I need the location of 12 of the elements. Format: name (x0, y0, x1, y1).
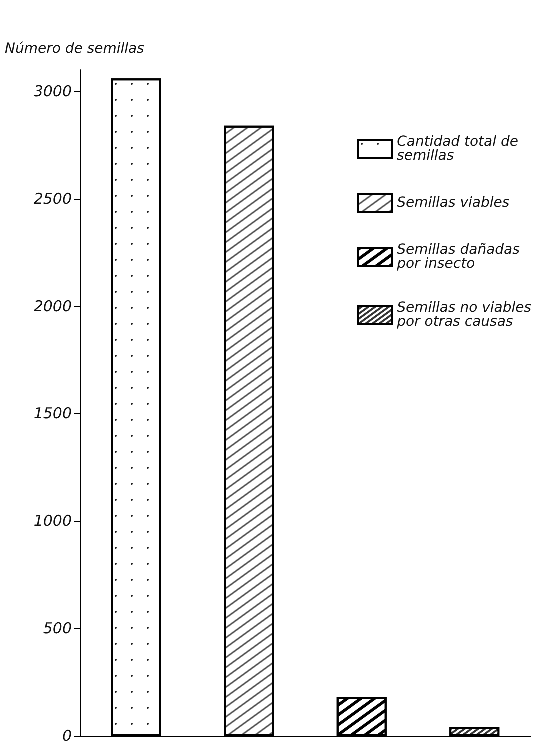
y-axis-title: Número de semillas (5, 41, 144, 57)
y-tick-label: 500 (43, 620, 72, 638)
y-tick-label: 1000 (34, 512, 72, 530)
y-tick-label: 2000 (34, 297, 72, 316)
y-tick-label: 0 (62, 727, 72, 744)
y-tick-label: 3000 (34, 82, 72, 100)
legend-label: Semillas dañadas por insecto (396, 242, 524, 272)
y-tick-label: 2500 (34, 190, 72, 208)
legend-label: Semillas no viables por otras causas (396, 300, 536, 330)
legend-label: Cantidad total de semillas (397, 134, 523, 164)
y-tick-label: 1500 (34, 404, 72, 423)
legend-label: Semillas viables (397, 195, 510, 211)
